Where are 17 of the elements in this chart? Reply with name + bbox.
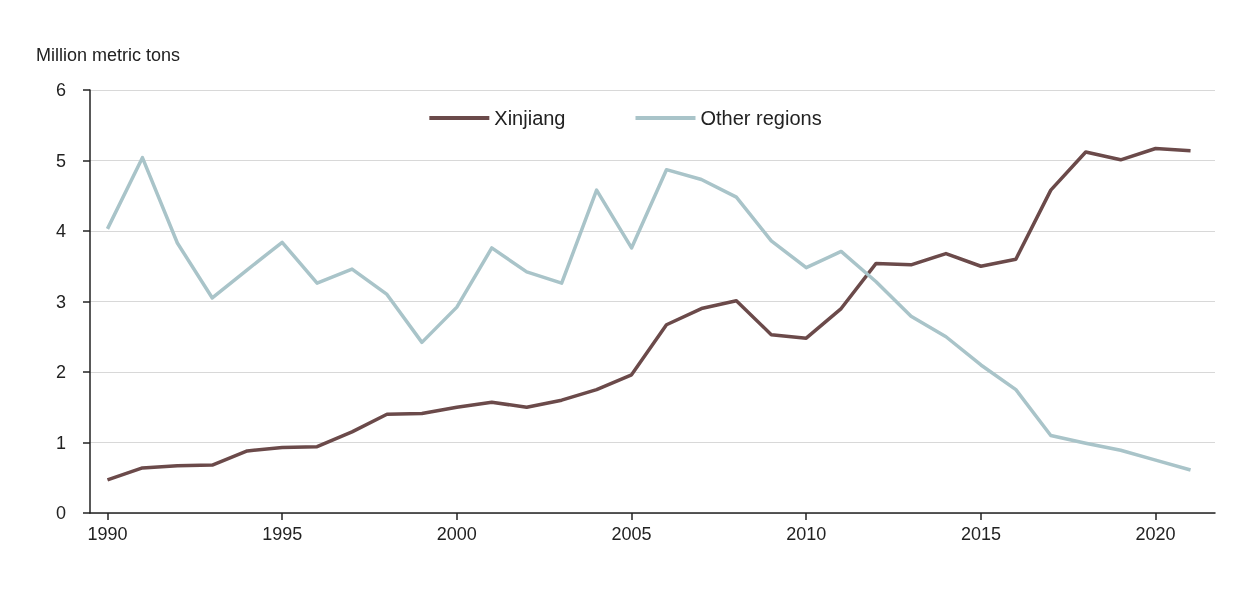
x-tick-label: 2010 xyxy=(786,524,827,544)
y-tick-label: 6 xyxy=(56,80,67,100)
x-tick-label: 2005 xyxy=(611,524,652,544)
y-tick-label: 2 xyxy=(56,362,67,382)
y-tick-label: 1 xyxy=(56,432,67,453)
x-tick-label: 2000 xyxy=(436,524,477,544)
legend-label: Xinjiang xyxy=(494,107,566,129)
y-tick-label: 3 xyxy=(56,291,67,312)
y-tick-label: 5 xyxy=(56,150,67,171)
x-tick-label: 2015 xyxy=(960,524,1001,544)
x-tick-label: 2020 xyxy=(1135,524,1176,544)
y-axis-title: Million metric tons xyxy=(36,45,181,65)
y-tick-label: 4 xyxy=(56,221,67,241)
x-tick-label: 1995 xyxy=(262,524,303,544)
x-tick-label: 1990 xyxy=(87,524,128,544)
y-tick-label: 0 xyxy=(56,503,67,523)
legend-label: Other regions xyxy=(700,107,822,129)
